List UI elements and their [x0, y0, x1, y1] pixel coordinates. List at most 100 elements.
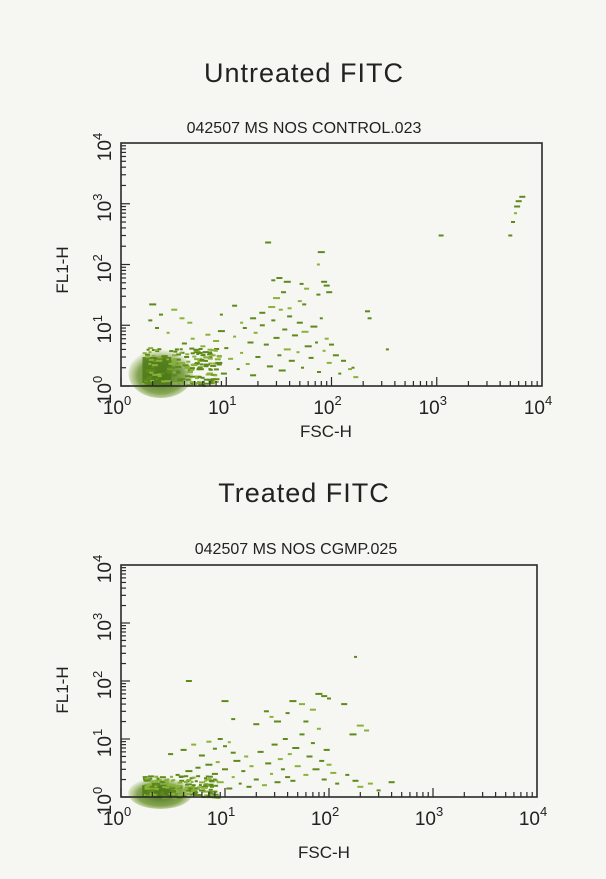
treated-cluster-dash: [142, 776, 148, 779]
untreated-cluster-dash: [208, 380, 215, 383]
treated-data-point: [354, 655, 357, 658]
treated-data-point: [364, 729, 370, 732]
treated-data-point: [238, 782, 242, 785]
treated-data-point: [319, 759, 325, 762]
untreated-cluster-dash: [208, 356, 213, 359]
treated-cluster-dash: [209, 791, 213, 794]
treated-data-point: [309, 708, 316, 711]
treated-data-point: [253, 778, 259, 781]
untreated-data-point: [259, 324, 265, 327]
treated-cluster-dash: [186, 792, 191, 795]
untreated-data-point: [277, 354, 282, 357]
untreated-data-point: [197, 376, 202, 379]
untreated-data-point: [167, 366, 175, 369]
treated-cluster-dash: [183, 788, 187, 791]
treated-data-point: [262, 784, 267, 787]
untreated-data-point: [304, 345, 312, 348]
treated-data-point: [330, 771, 337, 774]
treated-cluster-dash: [191, 776, 196, 779]
untreated-x-tick-label: 102: [313, 393, 341, 419]
untreated-data-point: [250, 317, 257, 320]
untreated-cluster-dash: [214, 358, 221, 361]
untreated-data-point: [205, 333, 211, 336]
untreated-data-point: [149, 369, 156, 372]
treated-data-point: [244, 755, 249, 758]
treated-cluster-dash: [188, 787, 194, 790]
treated-data-point: [216, 781, 224, 784]
untreated-cluster-dash: [157, 373, 162, 376]
untreated-data-point: [259, 311, 266, 314]
treated-cluster-dash: [179, 779, 185, 782]
treated-cluster-dash: [203, 784, 208, 787]
treated-cluster-dash: [208, 780, 214, 782]
untreated-cluster-dash: [197, 367, 203, 370]
untreated-cluster-dash: [179, 351, 183, 354]
untreated-y-ticks: 100 101 102 103 104: [90, 133, 116, 404]
untreated-cluster-dash: [192, 355, 197, 358]
untreated-data-point: [273, 336, 280, 339]
untreated-cluster-dash: [167, 371, 174, 374]
treated-cluster-dash: [162, 786, 168, 789]
untreated-cluster-dash: [157, 356, 162, 359]
untreated-data-point: [304, 287, 310, 290]
untreated-data-point: [171, 308, 178, 311]
treated-data-point: [388, 781, 395, 784]
treated-cluster-dash: [156, 777, 160, 780]
untreated-cluster-dash: [173, 359, 177, 362]
untreated-data-point: [217, 330, 225, 333]
treated-cluster-dash: [176, 786, 181, 789]
untreated-cluster-dash: [172, 358, 177, 361]
untreated-cluster-dash: [146, 348, 150, 351]
untreated-cluster-dash: [154, 349, 159, 352]
treated-x-tick-label: 103: [415, 804, 443, 830]
untreated-data-point: [323, 284, 330, 287]
untreated-cluster-dash: [193, 348, 199, 351]
untreated-cluster-dash: [198, 348, 203, 350]
treated-heading: Treated FITC: [218, 478, 390, 508]
untreated-data-point: [296, 321, 303, 324]
untreated-data-point: [193, 351, 201, 354]
untreated-cluster-dash: [145, 370, 150, 373]
treated-data-point: [222, 768, 228, 771]
treated-data-point: [180, 748, 187, 751]
untreated-data-points: [128, 195, 526, 398]
untreated-data-point: [292, 334, 298, 337]
treated-cluster-dash: [213, 794, 220, 797]
treated-x-tick-label: 102: [311, 804, 339, 830]
treated-data-point: [306, 755, 313, 758]
treated-data-point: [206, 740, 212, 743]
untreated-cluster-dash: [209, 379, 214, 382]
untreated-data-point: [224, 347, 229, 350]
treated-data-point: [299, 733, 305, 736]
treated-data-point: [231, 718, 236, 721]
untreated-heading: Untreated FITC: [204, 58, 404, 88]
untreated-cluster-dash: [169, 360, 173, 363]
untreated-y-tick-label: 100: [90, 376, 116, 404]
treated-data-point: [217, 738, 223, 740]
untreated-data-point: [148, 319, 153, 322]
untreated-cluster-dash: [148, 351, 152, 354]
treated-cluster-dash: [196, 775, 201, 778]
untreated-data-point: [353, 376, 359, 379]
untreated-data-point: [317, 251, 325, 254]
untreated-cluster-dash: [207, 348, 213, 351]
treated-cluster-dash: [157, 779, 162, 782]
untreated-cluster-dash: [172, 354, 177, 357]
treated-cluster-dash: [194, 787, 198, 790]
untreated-data-point: [240, 321, 244, 324]
untreated-data-point: [367, 317, 372, 320]
untreated-data-point: [319, 317, 323, 320]
treated-cluster-dash: [207, 775, 213, 778]
treated-cluster-dash: [204, 782, 208, 785]
untreated-data-point: [265, 241, 272, 244]
untreated-cluster-dash: [199, 363, 204, 366]
untreated-cluster-dash: [195, 377, 199, 380]
treated-data-point: [321, 695, 328, 698]
untreated-data-point: [233, 335, 237, 338]
untreated-cluster-dash: [199, 359, 205, 361]
untreated-data-point: [329, 343, 334, 346]
untreated-data-point: [278, 369, 286, 372]
treated-data-point: [345, 773, 350, 776]
treated-data-point: [223, 745, 227, 748]
untreated-data-point: [240, 351, 244, 354]
